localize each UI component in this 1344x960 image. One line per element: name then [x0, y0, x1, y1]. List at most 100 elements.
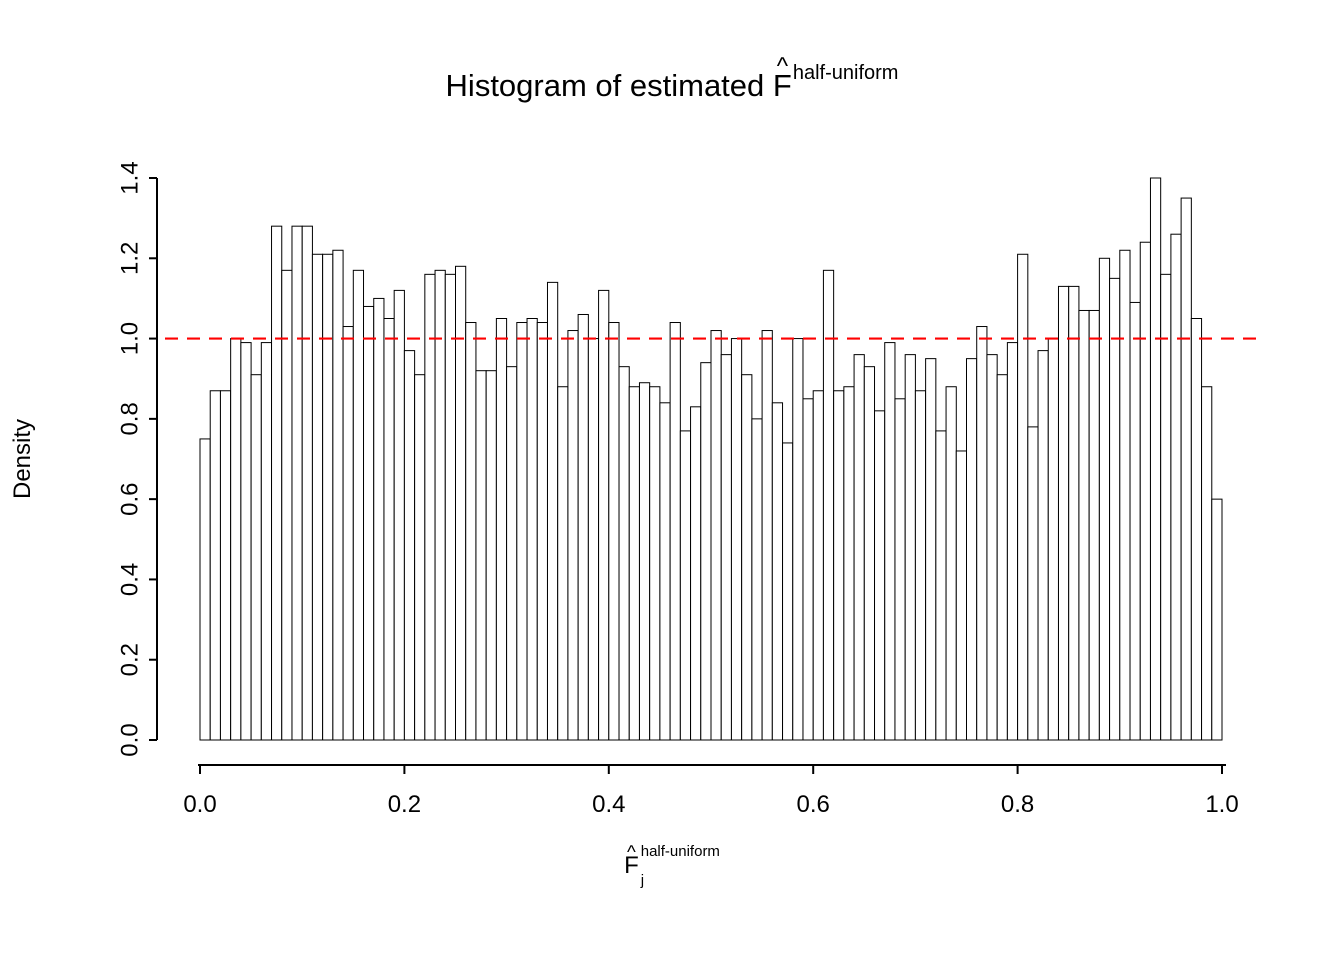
histogram-bar	[863, 366, 876, 741]
hat-icon: ^	[627, 840, 636, 862]
y-tick-label: 1.4	[116, 161, 143, 194]
histogram-bar	[424, 273, 436, 741]
histogram-bar	[485, 370, 497, 741]
histogram-bar	[730, 338, 743, 741]
y-axis: 0.0 0.2 0.4 0.6 0.8 1.0 1.2 1.4	[116, 161, 158, 757]
histogram-bar	[1170, 233, 1182, 741]
histogram-bar	[1047, 338, 1059, 741]
histogram-bar	[199, 438, 211, 741]
histogram-bar	[894, 398, 906, 741]
title-superscript: half-uniform	[792, 62, 899, 84]
histogram-bar	[1088, 309, 1100, 741]
x-axis-title: F ^ half-uniform j	[0, 841, 1344, 896]
histogram-bar	[1201, 386, 1213, 741]
histogram-bar	[526, 318, 538, 741]
histogram-bar	[679, 430, 692, 741]
histogram-bar	[414, 374, 426, 741]
histogram-bar	[761, 330, 773, 741]
histogram-bar	[219, 390, 232, 741]
histogram-bar	[332, 249, 344, 741]
histogram-bar	[1017, 253, 1029, 741]
histogram-bar	[1078, 309, 1090, 741]
histogram-bar	[710, 330, 722, 741]
histogram-bar	[322, 253, 334, 741]
histogram-bar	[403, 350, 416, 741]
histogram-bar	[690, 406, 702, 741]
histogram-bar	[822, 269, 835, 741]
histogram-bar	[434, 269, 446, 741]
histogram-bar	[475, 370, 487, 741]
histogram-bar	[669, 322, 681, 741]
xlabel-subscript: j	[640, 872, 645, 889]
histogram-bar	[1098, 257, 1111, 741]
xlabel-superscript: half-uniform	[640, 843, 720, 860]
histogram-bar	[1129, 301, 1141, 741]
histogram-bar	[1109, 277, 1121, 741]
histogram-bar	[455, 265, 467, 741]
histogram-bar	[352, 269, 365, 741]
histogram-bar	[884, 342, 896, 741]
xlabel-f-hat: F ^	[624, 841, 639, 880]
histogram-bar	[618, 366, 630, 741]
histogram-bar	[638, 382, 651, 741]
histogram-bar	[853, 354, 865, 741]
histogram-bar	[1180, 197, 1192, 741]
histogram-bar	[1160, 273, 1172, 741]
histogram-bar	[342, 326, 354, 741]
histogram-bar	[271, 225, 283, 741]
histogram-bar	[741, 374, 753, 741]
histogram-bar	[281, 269, 293, 741]
histogram-bar	[843, 386, 855, 741]
xlabel-f: F	[624, 852, 639, 879]
histogram-bar	[546, 281, 559, 741]
histogram-bar	[516, 322, 528, 741]
histogram-bar	[935, 430, 947, 741]
histogram-bar	[1006, 342, 1019, 741]
histogram-bar	[291, 225, 303, 741]
histogram-bar	[363, 305, 375, 741]
histogram-bar	[444, 273, 456, 741]
histogram-bar	[751, 418, 763, 741]
x-tick-label: 0.8	[1001, 791, 1034, 818]
histogram-bar	[383, 318, 395, 741]
y-tick-label: 0.4	[116, 563, 143, 596]
histogram-bar	[904, 354, 916, 741]
histogram-bar	[812, 390, 824, 741]
histogram-bar	[465, 322, 477, 741]
title-f: F	[772, 68, 792, 103]
histogram-bar	[649, 386, 661, 741]
histogram-bar	[1057, 285, 1070, 741]
histogram-bar	[1068, 285, 1080, 741]
chart-title-text: Histogram of estimated	[445, 68, 773, 103]
histogram-bar	[628, 386, 640, 741]
x-axis: 0.0 0.2 0.4 0.6 0.8 1.0	[183, 764, 1239, 818]
histogram-bar	[1190, 318, 1203, 741]
histogram-bar	[659, 402, 671, 741]
histogram-bar	[955, 450, 968, 741]
histogram-bar	[557, 386, 569, 741]
histogram-bar	[598, 289, 610, 741]
histogram-bar	[986, 354, 998, 741]
x-tick-label: 0.2	[388, 791, 421, 818]
histogram-bar	[833, 390, 845, 741]
histogram-bars	[199, 177, 1223, 741]
xlabel-scripts: half-uniform j	[641, 844, 720, 888]
x-tick-label: 1.0	[1205, 791, 1238, 818]
histogram-bar	[250, 374, 262, 741]
histogram-bar	[914, 390, 927, 741]
histogram-bar	[802, 398, 814, 741]
histogram-bar	[782, 442, 794, 741]
histogram-bar	[976, 326, 988, 741]
x-tick-label: 0.6	[797, 791, 830, 818]
histogram-bar	[1139, 241, 1151, 741]
histogram-bar	[966, 358, 978, 741]
y-axis-title: Density	[9, 419, 36, 499]
histogram-bar	[209, 390, 221, 741]
histogram-bar	[301, 225, 313, 741]
histogram-bar	[608, 322, 620, 741]
histogram-bar	[925, 358, 937, 741]
histogram-bar	[393, 289, 405, 741]
x-tick-label: 0.0	[183, 791, 216, 818]
